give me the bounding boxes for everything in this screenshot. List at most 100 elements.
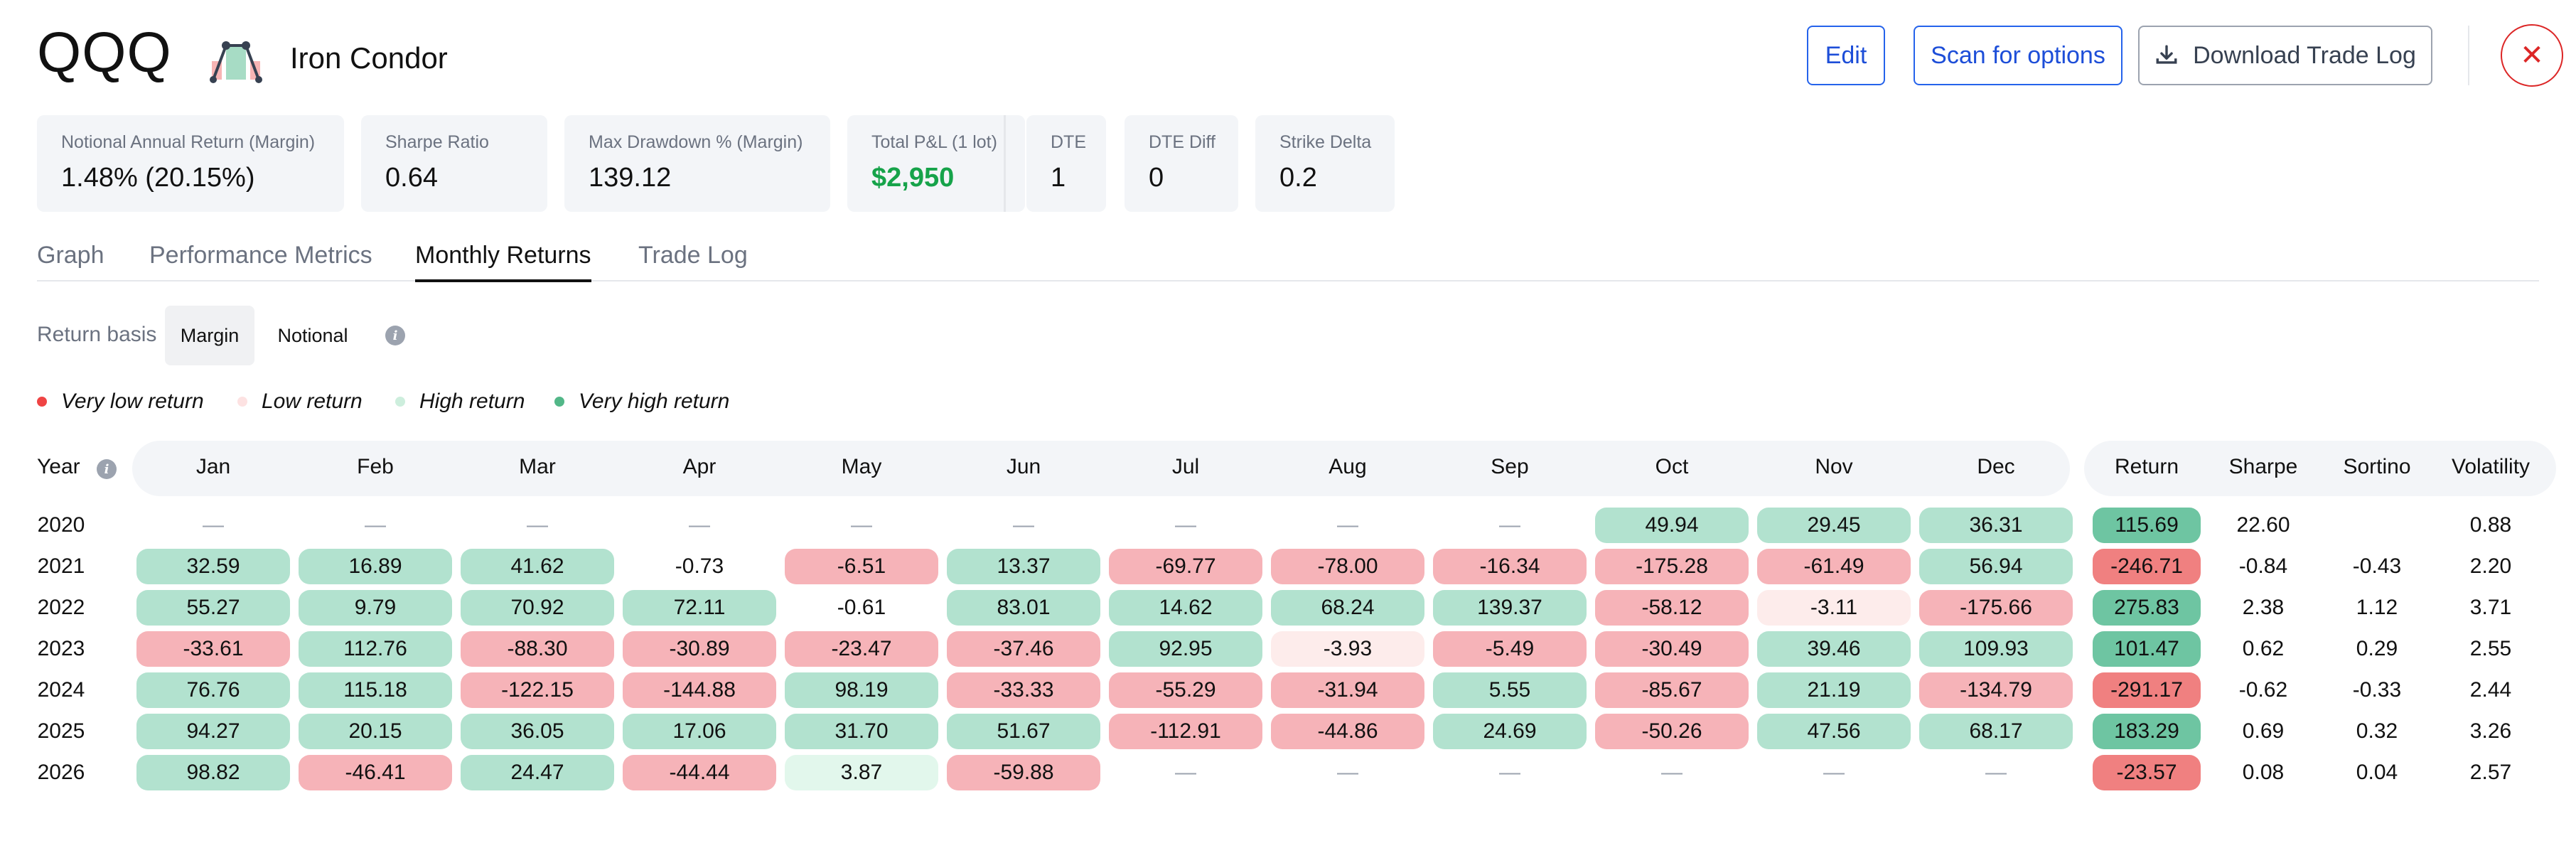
tab-graph[interactable]: Graph — [37, 242, 104, 269]
metric-label: Notional Annual Return (Margin) — [61, 132, 316, 152]
month-return-cell: 39.46 — [1757, 631, 1911, 667]
month-return-cell: 3.87 — [785, 755, 938, 790]
month-return-cell: — — [1337, 513, 1358, 537]
close-button[interactable]: ✕ — [2501, 24, 2563, 87]
month-return-cell: -58.12 — [1595, 590, 1749, 626]
month-return-cell: 112.76 — [299, 631, 452, 667]
legend-label: High return — [419, 390, 525, 413]
annual-return-cell: 101.47 — [2093, 631, 2201, 667]
month-return-cell: -3.93 — [1271, 631, 1424, 667]
metric-value: 0.2 — [1279, 163, 1317, 193]
metric-value: $2,950 — [871, 163, 955, 193]
month-header-jul: Jul — [1171, 455, 1200, 478]
download-trade-log-button[interactable]: Download Trade Log — [2138, 26, 2432, 85]
metric-value: 1 — [1051, 163, 1066, 193]
month-return-cell: 24.47 — [461, 755, 614, 790]
metric-label: Max Drawdown % (Margin) — [589, 132, 803, 152]
stats-header-bar — [2084, 441, 2556, 496]
month-return-cell: 68.24 — [1271, 590, 1424, 626]
month-return-cell: -122.15 — [461, 672, 614, 708]
month-header-may: May — [841, 455, 882, 478]
ticker-symbol: QQQ — [37, 21, 172, 84]
year-cell: 2024 — [37, 678, 85, 702]
month-return-cell: 16.89 — [299, 549, 452, 584]
metric-card-notional-return: Notional Annual Return (Margin) 1.48% (2… — [37, 115, 344, 212]
month-return-cell: 31.70 — [785, 714, 938, 749]
metric-label: DTE — [1051, 132, 1086, 152]
metric-value: 0 — [1149, 163, 1164, 193]
month-return-cell: 94.27 — [136, 714, 290, 749]
month-return-cell: -61.49 — [1757, 549, 1911, 584]
strategy-name: Iron Condor — [290, 41, 448, 75]
month-return-cell: -33.33 — [947, 672, 1100, 708]
sortino-cell: 0.04 — [2356, 761, 2398, 784]
month-return-cell: -33.61 — [136, 631, 290, 667]
iron-condor-icon — [210, 41, 262, 83]
sharpe-cell: -0.84 — [2238, 554, 2288, 578]
volatility-cell: 2.44 — [2469, 678, 2512, 702]
edit-button[interactable]: Edit — [1807, 26, 1885, 85]
tab-monthly-returns[interactable]: Monthly Returns — [415, 242, 591, 282]
metrics-divider — [1004, 115, 1006, 212]
return-basis-label: Return basis — [37, 323, 157, 346]
sortino-cell: -0.33 — [2352, 678, 2402, 702]
header-divider — [2468, 26, 2469, 85]
annual-return-cell: 115.69 — [2093, 508, 2201, 543]
month-return-cell: — — [365, 513, 386, 537]
month-return-cell: 51.67 — [947, 714, 1100, 749]
month-return-cell: 109.93 — [1919, 631, 2073, 667]
legend-very-low: Very low return — [37, 390, 204, 414]
month-header-apr: Apr — [682, 455, 717, 478]
month-return-cell: — — [1499, 513, 1520, 537]
month-return-cell: -175.28 — [1595, 549, 1749, 584]
month-return-cell: — — [1499, 761, 1520, 784]
month-return-cell: -37.46 — [947, 631, 1100, 667]
year-cell: 2022 — [37, 596, 85, 619]
metric-value: 1.48% (20.15%) — [61, 163, 255, 193]
basis-option-notional[interactable]: Notional — [277, 324, 348, 346]
month-return-cell: -46.41 — [299, 755, 452, 790]
month-return-cell: -30.49 — [1595, 631, 1749, 667]
close-icon: ✕ — [2520, 40, 2544, 71]
month-return-cell: 13.37 — [947, 549, 1100, 584]
metric-label: Total P&L (1 lot) — [871, 132, 997, 152]
month-header-sep: Sep — [1491, 455, 1529, 478]
month-return-cell: 92.95 — [1109, 631, 1262, 667]
month-header-jan: Jan — [195, 455, 231, 478]
metric-card-dte-diff: DTE Diff 0 — [1125, 115, 1238, 212]
year-cell: 2025 — [37, 719, 85, 743]
month-return-cell: -3.11 — [1757, 590, 1911, 626]
month-return-cell: -59.88 — [947, 755, 1100, 790]
month-return-cell: 21.19 — [1757, 672, 1911, 708]
info-icon[interactable]: i — [97, 459, 117, 479]
month-return-cell: — — [689, 513, 710, 537]
sharpe-cell: 22.60 — [2236, 513, 2290, 537]
sortino-cell: 1.12 — [2356, 596, 2398, 619]
annual-return-cell: -23.57 — [2093, 755, 2201, 790]
stat-header-sharpe: Sharpe — [2228, 455, 2298, 478]
month-return-cell: 56.94 — [1919, 549, 2073, 584]
month-return-cell: -88.30 — [461, 631, 614, 667]
legend-dot — [37, 397, 47, 407]
month-return-cell: 24.69 — [1433, 714, 1587, 749]
year-header: Year — [37, 455, 80, 478]
metric-card-sharpe: Sharpe Ratio 0.64 — [361, 115, 547, 212]
metric-card-strike-delta: Strike Delta 0.2 — [1255, 115, 1395, 212]
volatility-cell: 2.57 — [2469, 761, 2512, 784]
legend-dot — [237, 397, 247, 407]
tab-performance-metrics[interactable]: Performance Metrics — [149, 242, 372, 269]
month-return-cell: 32.59 — [136, 549, 290, 584]
sharpe-cell: -0.62 — [2238, 678, 2288, 702]
basis-option-margin[interactable]: Margin — [165, 306, 254, 365]
month-return-cell: — — [1985, 761, 2007, 784]
info-icon[interactable]: i — [385, 326, 405, 345]
month-return-cell: — — [1337, 761, 1358, 784]
sharpe-cell: 0.08 — [2242, 761, 2285, 784]
month-header-bar — [132, 441, 2070, 496]
month-return-cell: 41.62 — [461, 549, 614, 584]
scan-for-options-button[interactable]: Scan for options — [1914, 26, 2122, 85]
month-return-cell: 76.76 — [136, 672, 290, 708]
stat-header-sortino: Sortino — [2343, 455, 2411, 478]
tab-trade-log[interactable]: Trade Log — [638, 242, 748, 269]
annual-return-cell: 275.83 — [2093, 590, 2201, 626]
